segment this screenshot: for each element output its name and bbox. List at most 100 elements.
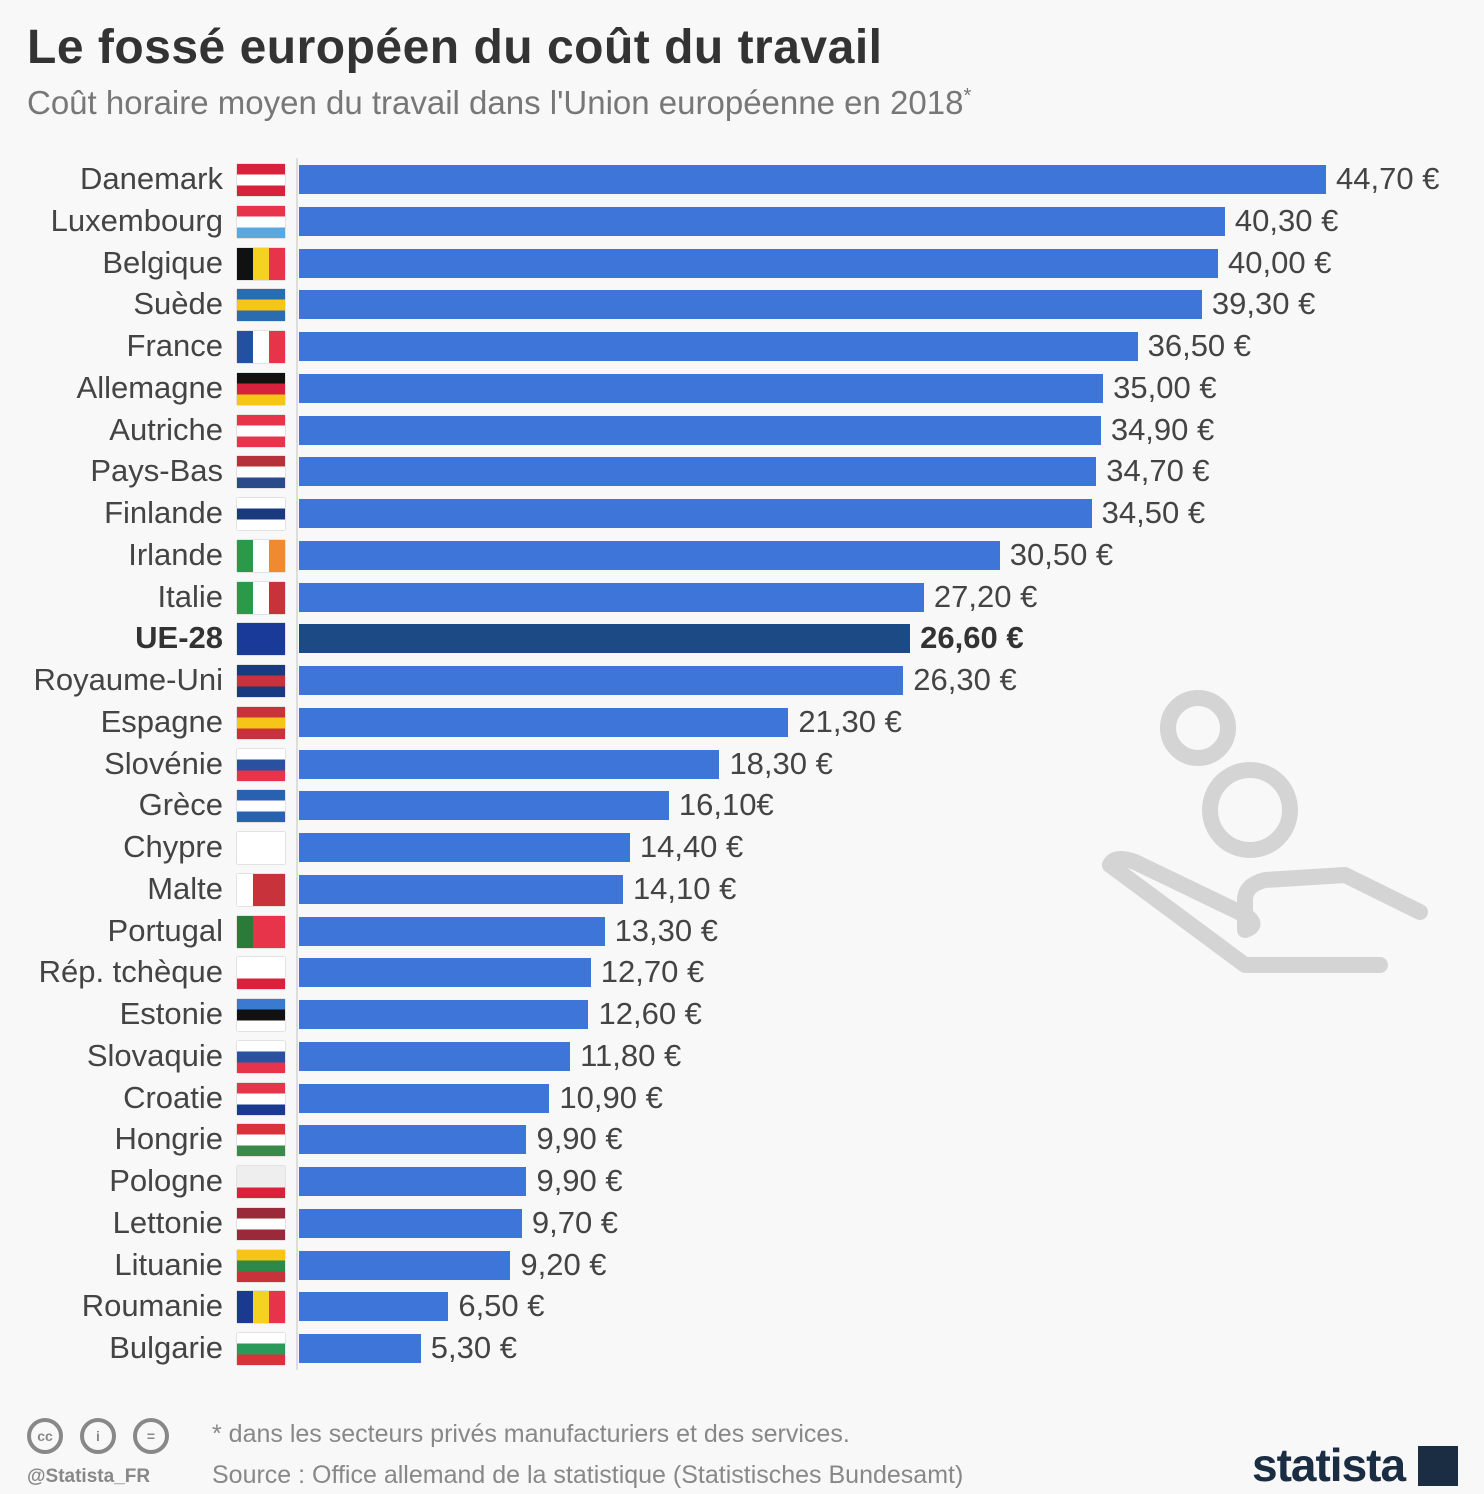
bar (299, 707, 789, 737)
y-axis-line (296, 158, 298, 1370)
flag-icon (237, 748, 285, 781)
category-label: Slovaquie (86, 1037, 223, 1073)
source: Source : Office allemand de la statistiq… (212, 1461, 964, 1489)
value-label: 26,60 € (920, 620, 1024, 656)
bar-row: Lettonie 9,70 € (0, 1202, 1484, 1244)
cc-license-icon: cc (27, 1418, 63, 1454)
flag-icon (237, 498, 285, 530)
bar (299, 373, 1104, 403)
value-label: 16,10€ (678, 787, 774, 823)
bar-row: Lituanie 9,20 € (0, 1244, 1484, 1286)
bar-row: Espagne 21,30 € (0, 701, 1484, 743)
value-label: 9,70 € (531, 1204, 619, 1240)
bar (299, 791, 669, 821)
bar-row: Autriche 34,90 € (0, 409, 1484, 451)
bar (299, 958, 591, 988)
flag-icon (237, 999, 285, 1031)
value-label: 26,30 € (913, 662, 1017, 697)
flag-icon (237, 1291, 285, 1324)
value-label: 39,30 € (1211, 286, 1316, 322)
bar (299, 916, 605, 946)
bar-row: Roumanie 6,50 € (0, 1285, 1484, 1327)
statista-logo: statista (1252, 1439, 1406, 1491)
category-label: Finlande (104, 495, 223, 530)
category-label: Irlande (128, 536, 223, 572)
category-label: Royaume-Uni (33, 662, 223, 697)
bar (299, 1000, 589, 1029)
bar-chart: Danemark 44,70 € Luxembourg 40,30 € Belgique… (0, 158, 1484, 1370)
bar (299, 499, 1092, 528)
bar-row: Finlande 34,50 € (0, 492, 1484, 534)
bar-row: Luxembourg 40,30 € (0, 200, 1484, 242)
value-label: 9,90 € (536, 1121, 623, 1157)
flag-icon (237, 665, 285, 697)
category-label: Malte (147, 870, 223, 906)
category-label: Lituanie (114, 1246, 223, 1282)
chart-subtitle: Coût horaire moyen du travail dans l'Uni… (27, 84, 971, 122)
category-label: France (126, 328, 223, 363)
bar (299, 248, 1219, 278)
value-label: 40,00 € (1228, 244, 1332, 280)
flag-icon (237, 790, 285, 823)
category-label: Hongrie (114, 1121, 223, 1157)
flag-icon (237, 414, 285, 447)
twitter-handle: @Statista_FR (27, 1466, 151, 1487)
value-label: 34,50 € (1101, 495, 1206, 530)
flag-icon (237, 456, 285, 489)
flag-icon (237, 1040, 285, 1073)
value-label: 9,20 € (520, 1246, 607, 1282)
category-label: Estonie (119, 996, 223, 1031)
bar-row: Croatie 10,90 € (0, 1077, 1484, 1119)
bar-row: Royaume-Uni 26,30 € (0, 659, 1484, 701)
category-label: Rép. tchèque (38, 954, 223, 990)
bar-row: UE-28 26,60 € (0, 617, 1484, 659)
flag-icon (237, 247, 285, 280)
category-label: Autriche (109, 411, 223, 447)
category-label: UE-28 (135, 620, 223, 656)
category-label: Allemagne (76, 369, 223, 405)
flag-icon (237, 832, 285, 864)
value-label: 34,90 € (1110, 411, 1215, 447)
category-label: Bulgarie (109, 1330, 223, 1365)
value-label: 21,30 € (798, 703, 902, 739)
bar (299, 874, 623, 904)
bar (299, 1083, 550, 1113)
flag-icon (237, 372, 285, 405)
bar-row: Chypre 14,40 € (0, 826, 1484, 868)
category-label: Danemark (80, 161, 223, 196)
bar (299, 1125, 527, 1155)
value-label: 6,50 € (458, 1288, 545, 1324)
value-label: 40,30 € (1234, 202, 1339, 238)
flag-icon (237, 289, 285, 322)
bar-row: Slovénie 18,30 € (0, 743, 1484, 785)
bar-row: Grèce 16,10€ (0, 784, 1484, 826)
bar (299, 1041, 571, 1071)
flag-icon (237, 539, 285, 572)
bar (299, 1334, 421, 1363)
value-label: 9,90 € (536, 1163, 623, 1198)
flag-icon (237, 331, 285, 363)
bar-row: Italie 27,20 € (0, 576, 1484, 618)
category-label: Chypre (123, 829, 223, 864)
flag-icon (237, 1207, 285, 1240)
bar-row: Irlande 30,50 € (0, 534, 1484, 576)
bar-row: Estonie 12,60 € (0, 993, 1484, 1035)
bar (299, 1250, 511, 1280)
value-label: 30,50 € (1009, 536, 1114, 572)
cc-nd-icon: = (133, 1418, 169, 1454)
flag-icon (237, 581, 285, 614)
bar-row: Danemark 44,70 € (0, 158, 1484, 200)
value-label: 13,30 € (614, 912, 718, 948)
footnote: * dans les secteurs privés manufacturier… (212, 1420, 850, 1448)
bar (299, 833, 630, 862)
bar-row: Suède 39,30 € (0, 283, 1484, 325)
category-label: Luxembourg (50, 202, 223, 238)
cc-by-icon: i (80, 1418, 116, 1454)
flag-icon (237, 706, 285, 739)
bar-row: Belgique 40,00 € (0, 242, 1484, 284)
bar (299, 332, 1138, 361)
bar-row: Pays-Bas 34,70 € (0, 450, 1484, 492)
statista-logo-mark-icon (1418, 1446, 1458, 1486)
bar-row: Hongrie 9,90 € (0, 1118, 1484, 1160)
flag-icon (237, 873, 285, 906)
